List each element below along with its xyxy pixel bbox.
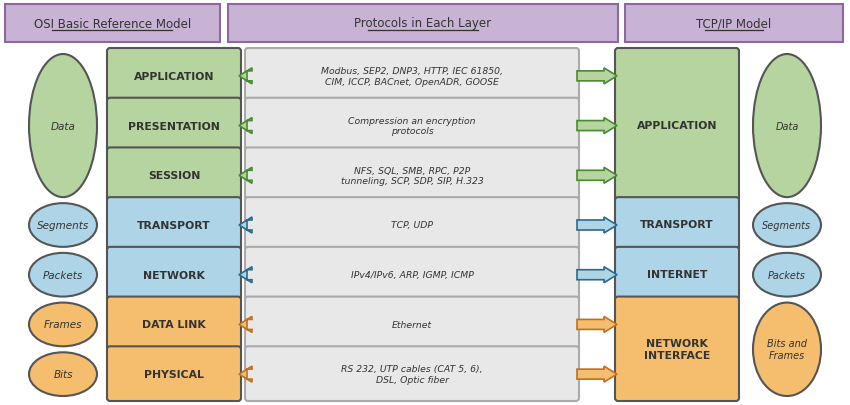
FancyBboxPatch shape bbox=[107, 198, 241, 252]
Text: Ethernet: Ethernet bbox=[392, 320, 432, 329]
Text: OSI Basic Reference Model: OSI Basic Reference Model bbox=[34, 17, 191, 30]
Text: Frames: Frames bbox=[43, 320, 82, 330]
Text: Data: Data bbox=[50, 121, 76, 131]
Text: Bits: Bits bbox=[54, 369, 73, 379]
Text: NETWORK
INTERFACE: NETWORK INTERFACE bbox=[643, 338, 710, 360]
Ellipse shape bbox=[29, 204, 97, 247]
Ellipse shape bbox=[753, 253, 821, 297]
FancyBboxPatch shape bbox=[615, 49, 739, 202]
Text: Bits and
Frames: Bits and Frames bbox=[767, 339, 807, 360]
Polygon shape bbox=[577, 118, 617, 134]
Text: Protocols in Each Layer: Protocols in Each Layer bbox=[354, 17, 491, 30]
Text: TRANSPORT: TRANSPORT bbox=[137, 220, 211, 230]
Text: Modbus, SEP2, DNP3, HTTP, IEC 61850,
CIM, ICCP, BACnet, OpenADR, GOOSE: Modbus, SEP2, DNP3, HTTP, IEC 61850, CIM… bbox=[321, 67, 503, 86]
Polygon shape bbox=[577, 168, 617, 184]
Text: DATA LINK: DATA LINK bbox=[142, 320, 206, 330]
Polygon shape bbox=[577, 317, 617, 333]
Polygon shape bbox=[577, 267, 617, 283]
Ellipse shape bbox=[29, 303, 97, 346]
Text: PRESENTATION: PRESENTATION bbox=[128, 121, 220, 131]
Polygon shape bbox=[239, 69, 252, 85]
Polygon shape bbox=[239, 317, 252, 333]
Ellipse shape bbox=[753, 204, 821, 247]
FancyBboxPatch shape bbox=[615, 198, 739, 252]
Text: IPv4/IPv6, ARP, IGMP, ICMP: IPv4/IPv6, ARP, IGMP, ICMP bbox=[350, 271, 473, 279]
Bar bbox=[5, 5, 220, 43]
Text: Segments: Segments bbox=[37, 220, 89, 230]
Text: PHYSICAL: PHYSICAL bbox=[144, 369, 204, 379]
FancyBboxPatch shape bbox=[107, 247, 241, 302]
Text: Packets: Packets bbox=[42, 270, 83, 280]
Text: APPLICATION: APPLICATION bbox=[133, 72, 214, 82]
Text: Segments: Segments bbox=[762, 220, 812, 230]
Text: NFS, SQL, SMB, RPC, P2P
tunneling, SCP, SDP, SIP, H.323: NFS, SQL, SMB, RPC, P2P tunneling, SCP, … bbox=[341, 166, 484, 185]
Polygon shape bbox=[239, 168, 252, 184]
Text: RS 232, UTP cables (CAT 5, 6),
DSL, Optic fiber: RS 232, UTP cables (CAT 5, 6), DSL, Opti… bbox=[341, 364, 483, 384]
FancyBboxPatch shape bbox=[615, 297, 739, 401]
Polygon shape bbox=[239, 217, 252, 233]
Polygon shape bbox=[577, 69, 617, 85]
Text: Data: Data bbox=[775, 121, 799, 131]
FancyBboxPatch shape bbox=[107, 297, 241, 352]
Polygon shape bbox=[239, 366, 252, 382]
Text: TCP/IP Model: TCP/IP Model bbox=[696, 17, 772, 30]
Text: SESSION: SESSION bbox=[148, 171, 201, 181]
Ellipse shape bbox=[29, 352, 97, 396]
FancyBboxPatch shape bbox=[107, 148, 241, 202]
Ellipse shape bbox=[29, 253, 97, 297]
FancyBboxPatch shape bbox=[107, 346, 241, 401]
Text: Compression an encryption
protocols: Compression an encryption protocols bbox=[348, 117, 476, 136]
Ellipse shape bbox=[29, 55, 97, 198]
Text: APPLICATION: APPLICATION bbox=[637, 121, 717, 131]
FancyBboxPatch shape bbox=[245, 49, 579, 103]
Polygon shape bbox=[239, 267, 252, 283]
FancyBboxPatch shape bbox=[245, 346, 579, 401]
Text: Packets: Packets bbox=[768, 270, 806, 280]
FancyBboxPatch shape bbox=[245, 247, 579, 302]
Text: INTERNET: INTERNET bbox=[647, 270, 707, 279]
FancyBboxPatch shape bbox=[245, 297, 579, 352]
Polygon shape bbox=[577, 217, 617, 233]
Bar bbox=[625, 5, 843, 43]
Bar bbox=[228, 5, 618, 43]
Text: TCP, UDP: TCP, UDP bbox=[391, 221, 433, 230]
FancyBboxPatch shape bbox=[245, 98, 579, 153]
Ellipse shape bbox=[753, 303, 821, 396]
FancyBboxPatch shape bbox=[615, 247, 739, 302]
FancyBboxPatch shape bbox=[245, 148, 579, 202]
FancyBboxPatch shape bbox=[107, 49, 241, 103]
Polygon shape bbox=[577, 366, 617, 382]
Polygon shape bbox=[239, 118, 252, 134]
Text: NETWORK: NETWORK bbox=[143, 270, 205, 280]
Text: TRANSPORT: TRANSPORT bbox=[640, 220, 714, 230]
Ellipse shape bbox=[753, 55, 821, 198]
FancyBboxPatch shape bbox=[107, 98, 241, 153]
FancyBboxPatch shape bbox=[245, 198, 579, 252]
